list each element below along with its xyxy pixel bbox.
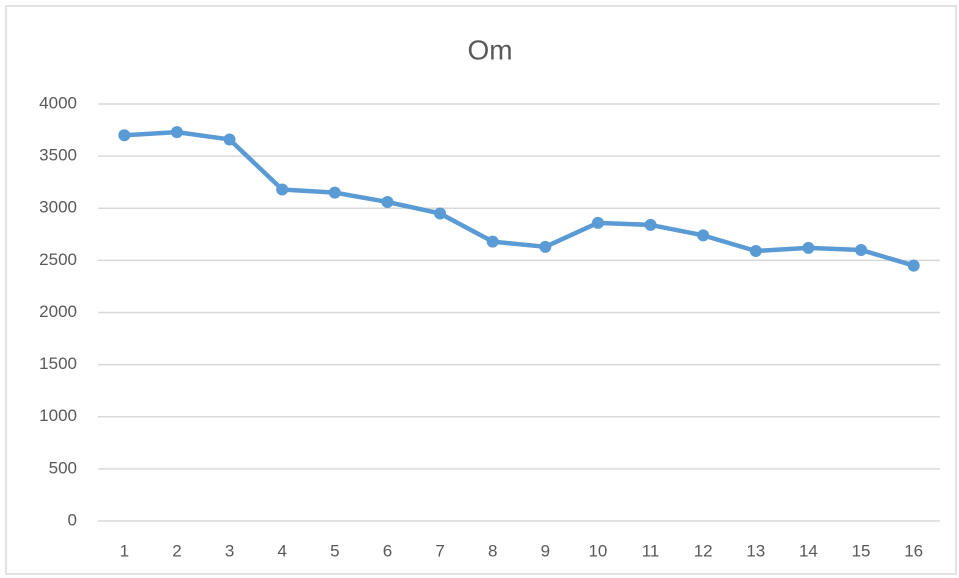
- x-tick-label: 14: [799, 541, 818, 560]
- x-tick-label: 10: [588, 541, 607, 560]
- y-tick-label: 3500: [39, 146, 77, 165]
- marker: [697, 229, 710, 242]
- marker: [434, 207, 447, 220]
- marker: [223, 133, 236, 146]
- x-tick-label: 3: [225, 541, 234, 560]
- marker: [591, 216, 604, 229]
- marker: [907, 259, 920, 272]
- x-tick-label: 2: [172, 541, 181, 560]
- marker: [855, 243, 868, 256]
- marker: [644, 218, 657, 231]
- marker: [328, 186, 341, 199]
- y-tick-label: 1000: [39, 406, 77, 425]
- x-tick-label: 11: [642, 541, 660, 560]
- y-tick-label: 3000: [39, 198, 77, 217]
- marker: [749, 244, 762, 257]
- x-tick-label: 13: [746, 541, 765, 560]
- marker: [118, 129, 131, 142]
- marker: [381, 195, 394, 208]
- x-tick-label: 12: [694, 541, 713, 560]
- y-tick-label: 2000: [39, 302, 77, 321]
- y-tick-label: 2500: [39, 250, 77, 269]
- x-tick-label: 16: [904, 541, 923, 560]
- marker: [170, 126, 183, 139]
- chart-title: Om: [467, 34, 512, 65]
- x-tick-label: 8: [488, 541, 497, 560]
- x-tick-label: 4: [277, 541, 286, 560]
- x-tick-label: 5: [330, 541, 339, 560]
- series-line: [124, 129, 915, 268]
- y-tick-label: 500: [49, 458, 77, 477]
- marker: [539, 240, 552, 253]
- x-tick-label: 7: [435, 541, 444, 560]
- x-tick-label: 1: [120, 541, 129, 560]
- marker: [276, 183, 289, 196]
- marker: [802, 241, 815, 254]
- y-tick-label: 0: [68, 510, 77, 529]
- x-tick-label: 9: [541, 541, 550, 560]
- marker: [486, 235, 499, 248]
- y-tick-label: 1500: [39, 354, 77, 373]
- chart-border: [5, 5, 957, 575]
- y-tick-label: 4000: [39, 93, 77, 112]
- x-tick-label: 15: [852, 541, 871, 560]
- x-tick-label: 6: [383, 541, 392, 560]
